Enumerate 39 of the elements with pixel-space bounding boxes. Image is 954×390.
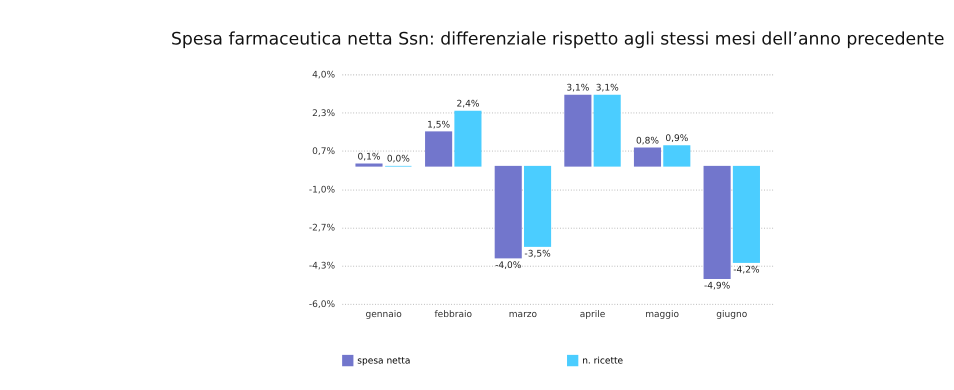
y-tick-label: -1,0%	[308, 185, 336, 196]
y-tick-label: -2,7%	[308, 224, 336, 234]
legend-label: n. ricette	[582, 356, 624, 366]
bar	[594, 94, 621, 167]
x-tick-label: maggio	[645, 310, 680, 320]
y-tick-label: 4,0%	[312, 70, 336, 81]
data-label: -3,5%	[524, 249, 552, 260]
y-tick-label: -4,3%	[308, 262, 336, 272]
data-label: -4,9%	[704, 282, 731, 292]
data-label: -4,2%	[733, 266, 760, 276]
data-label: 2,4%	[456, 100, 480, 110]
x-tick-label: giugno	[716, 310, 748, 320]
data-label: 0,8%	[636, 136, 660, 146]
y-tick-label: 2,3%	[312, 108, 336, 119]
y-tick-label: -6,0%	[308, 300, 336, 310]
x-tick-label: gennaio	[365, 310, 402, 320]
bar	[524, 166, 552, 247]
y-tick-label: 0,7%	[312, 147, 336, 158]
x-tick-label: marzo	[508, 310, 538, 320]
bar	[494, 166, 522, 258]
bar	[564, 94, 592, 167]
bar	[732, 166, 760, 263]
data-label: 3,1%	[596, 84, 620, 94]
x-tick-label: aprile	[580, 310, 606, 320]
data-label: 1,5%	[427, 120, 451, 130]
data-label: 3,1%	[566, 84, 590, 94]
bar	[454, 110, 482, 167]
chart-title: Spesa farmaceutica netta Ssn: differenziale rispetto agli stessi mesi dell’anno precedente	[171, 30, 944, 50]
data-label: -4,0%	[495, 260, 522, 271]
data-label: 0,9%	[665, 134, 689, 144]
data-label: 0,1%	[358, 152, 381, 162]
bar	[634, 147, 662, 167]
legend-label: spesa netta	[357, 356, 410, 366]
bar	[355, 164, 383, 167]
bar	[663, 145, 690, 167]
bar	[704, 166, 731, 279]
bar	[425, 131, 452, 167]
x-tick-label: febbraio	[434, 310, 473, 320]
data-label: 0,0%	[386, 154, 410, 165]
